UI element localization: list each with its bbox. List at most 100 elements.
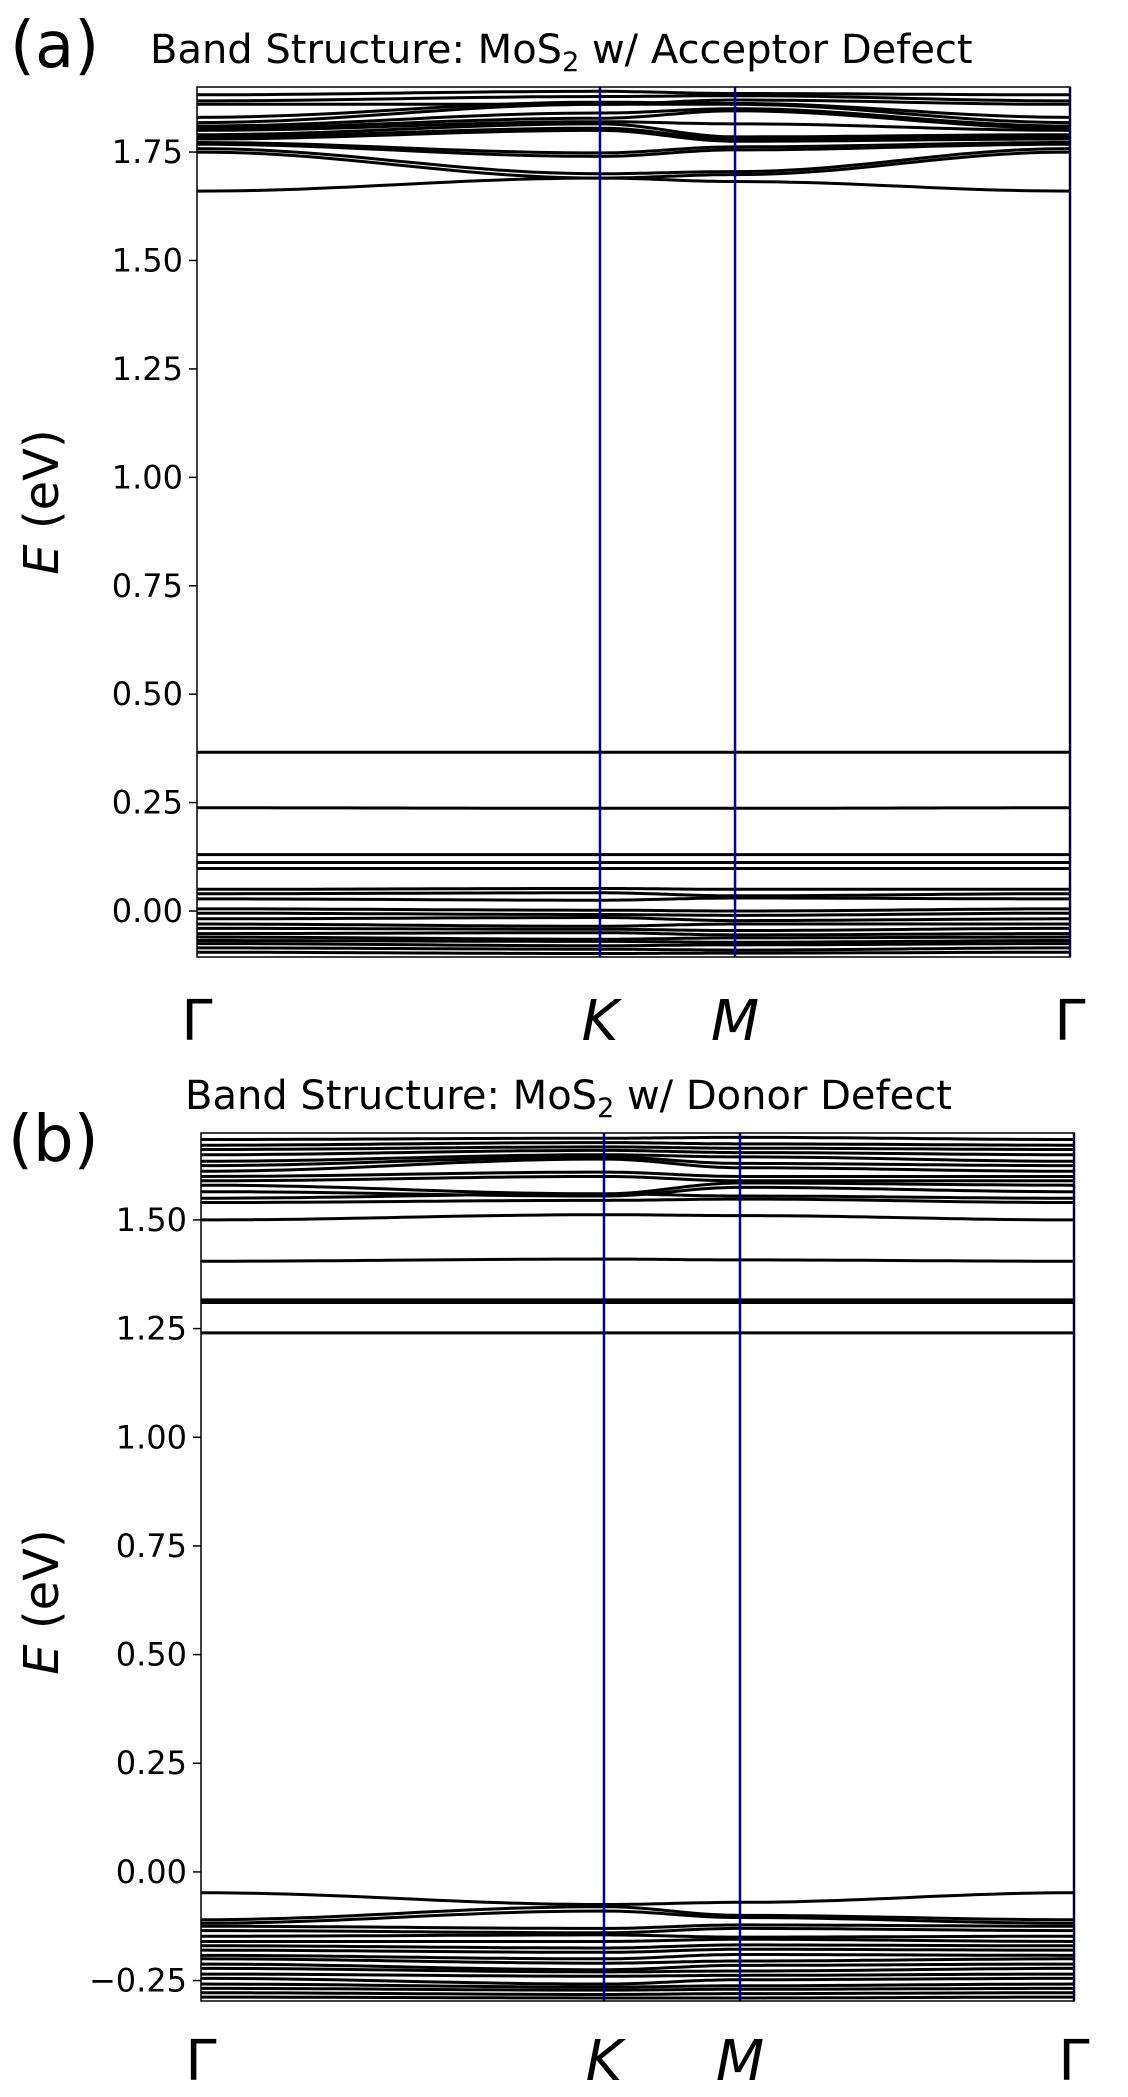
kpoint-label: M bbox=[716, 2029, 764, 2094]
band-line bbox=[197, 141, 1070, 155]
band-line bbox=[197, 120, 1070, 132]
band-line bbox=[197, 922, 1070, 928]
band-line bbox=[197, 896, 1070, 902]
y-tick-label: 1.50 bbox=[112, 241, 183, 279]
band-line bbox=[197, 122, 1070, 139]
band-line bbox=[201, 1175, 1074, 1183]
band-line bbox=[201, 1933, 1074, 1939]
y-tick-label: 0.50 bbox=[112, 675, 183, 713]
title-subscript: 2 bbox=[562, 47, 580, 78]
panel-a: (a) Band Structure: MoS2 w/ Acceptor Def… bbox=[10, 9, 1086, 1054]
y-tick-label: 0.25 bbox=[112, 784, 183, 822]
y-tick-label: 1.00 bbox=[112, 458, 183, 496]
band-line bbox=[197, 935, 1070, 941]
band-line bbox=[201, 1962, 1074, 1972]
band-line bbox=[201, 1991, 1074, 1996]
panel-label-b: (b) bbox=[8, 1103, 99, 1177]
band-line bbox=[201, 1976, 1074, 1986]
band-line bbox=[197, 176, 1070, 193]
title-text: Band Structure: MoS bbox=[150, 27, 563, 73]
axes-frame bbox=[196, 86, 1071, 958]
band-line bbox=[201, 1905, 1074, 1922]
kpoint-label: Γ bbox=[181, 989, 212, 1054]
band-line bbox=[197, 911, 1070, 917]
band-line bbox=[201, 1947, 1074, 1954]
band-line bbox=[201, 1141, 1074, 1147]
y-tick-label: 0.00 bbox=[112, 892, 183, 930]
y-tick-label: 0.75 bbox=[112, 567, 183, 605]
band-line bbox=[197, 950, 1070, 955]
band-line bbox=[197, 142, 1070, 158]
y-tick-label: 0.25 bbox=[116, 1744, 187, 1782]
band-line bbox=[197, 98, 1070, 106]
band-line bbox=[201, 1937, 1074, 1943]
bands-group bbox=[197, 89, 1070, 955]
band-line bbox=[201, 1192, 1074, 1200]
title-text: Band Structure: MoS bbox=[185, 1073, 598, 1119]
band-line bbox=[201, 1926, 1074, 1935]
y-tick-label: 1.75 bbox=[112, 133, 183, 171]
band-line bbox=[201, 1153, 1074, 1163]
band-line bbox=[201, 1995, 1074, 2000]
band-line bbox=[201, 1213, 1074, 1222]
plot-title-a: Band Structure: MoS2 w/ Acceptor Defect bbox=[150, 27, 973, 76]
band-line bbox=[197, 128, 1070, 143]
band-line bbox=[201, 1155, 1074, 1168]
band-line bbox=[201, 1197, 1074, 1204]
title-text-suffix: w/ Donor Defect bbox=[614, 1073, 952, 1119]
band-plot-a: 0.00 0.25 0.50 0.75 1.00 1.25 1.50 1.75 Γ K M Γ bbox=[112, 86, 1086, 1054]
band-line bbox=[201, 1966, 1074, 1974]
y-tick-label: 0.75 bbox=[116, 1527, 187, 1565]
kpoint-label: K bbox=[582, 989, 623, 1054]
band-line bbox=[197, 931, 1070, 937]
band-line bbox=[201, 1257, 1074, 1263]
y-tick-label: 0.00 bbox=[116, 1853, 187, 1891]
band-line bbox=[201, 1953, 1074, 1961]
band-line bbox=[201, 1145, 1074, 1151]
band-line bbox=[197, 887, 1070, 891]
title-subscript: 2 bbox=[597, 1093, 615, 1124]
band-line bbox=[201, 1181, 1074, 1196]
band-line bbox=[201, 1982, 1074, 1989]
band-line bbox=[201, 1986, 1074, 1992]
band-line bbox=[197, 109, 1070, 130]
kpoint-label: Γ bbox=[1058, 2029, 1089, 2094]
y-tick-label: 1.50 bbox=[116, 1201, 187, 1239]
band-line bbox=[197, 891, 1070, 898]
band-line bbox=[197, 107, 1070, 128]
band-line bbox=[197, 150, 1070, 180]
panel-label-a: (a) bbox=[10, 9, 100, 83]
band-line bbox=[197, 907, 1070, 913]
y-tick-label: −0.25 bbox=[89, 1962, 187, 2000]
band-line bbox=[201, 1943, 1074, 1950]
band-line bbox=[201, 1923, 1074, 1930]
band-line bbox=[197, 939, 1070, 944]
band-line bbox=[201, 1135, 1074, 1141]
y-tick-label: 0.50 bbox=[116, 1636, 187, 1674]
plot-title-b: Band Structure: MoS2 w/ Donor Defect bbox=[185, 1073, 952, 1122]
band-line bbox=[197, 94, 1070, 103]
y-tick-label: 1.00 bbox=[116, 1418, 187, 1456]
kpoint-label: Γ bbox=[185, 2029, 216, 2094]
axes-frame bbox=[200, 1132, 1075, 2002]
band-line bbox=[201, 1170, 1074, 1178]
kpoint-label: Γ bbox=[1054, 989, 1085, 1054]
band-line bbox=[201, 1957, 1074, 1965]
band-line bbox=[201, 1972, 1074, 1978]
band-line bbox=[201, 1891, 1074, 1906]
title-text-suffix: w/ Acceptor Defect bbox=[579, 27, 973, 73]
band-line bbox=[197, 916, 1070, 923]
kpoint-label: M bbox=[711, 989, 759, 1054]
kpoint-label: K bbox=[586, 2029, 627, 2094]
band-line bbox=[201, 1148, 1074, 1157]
band-line bbox=[197, 89, 1070, 97]
band-line bbox=[201, 1185, 1074, 1198]
band-line bbox=[197, 942, 1070, 948]
band-line bbox=[197, 147, 1070, 176]
band-line bbox=[197, 126, 1070, 141]
band-line bbox=[197, 926, 1070, 932]
bands-group bbox=[201, 1135, 1074, 2000]
band-line bbox=[201, 1157, 1074, 1173]
